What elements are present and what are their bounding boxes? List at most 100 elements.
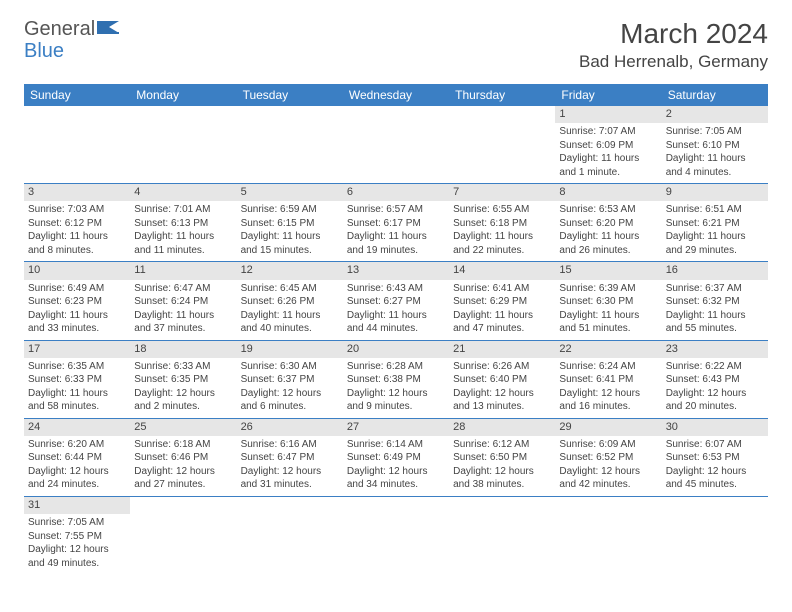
day-content: Sunrise: 6:59 AMSunset: 6:15 PMDaylight:…: [237, 201, 343, 261]
day-number: 12: [237, 262, 343, 279]
calendar-row: 17Sunrise: 6:35 AMSunset: 6:33 PMDayligh…: [24, 340, 768, 418]
calendar-cell: 29Sunrise: 6:09 AMSunset: 6:52 PMDayligh…: [555, 418, 661, 496]
weekday-header: Saturday: [662, 84, 768, 106]
calendar-cell: 6Sunrise: 6:57 AMSunset: 6:17 PMDaylight…: [343, 184, 449, 262]
calendar-cell: [237, 496, 343, 574]
day-number: 28: [449, 419, 555, 436]
day-number: 26: [237, 419, 343, 436]
day-content: Sunrise: 6:30 AMSunset: 6:37 PMDaylight:…: [237, 358, 343, 418]
title-block: March 2024 Bad Herrenalb, Germany: [579, 18, 768, 72]
day-number: 19: [237, 341, 343, 358]
calendar-cell: [130, 496, 236, 574]
weekday-header: Friday: [555, 84, 661, 106]
day-content: Sunrise: 6:09 AMSunset: 6:52 PMDaylight:…: [555, 436, 661, 496]
calendar-cell: 1Sunrise: 7:07 AMSunset: 6:09 PMDaylight…: [555, 106, 661, 184]
calendar-cell: 19Sunrise: 6:30 AMSunset: 6:37 PMDayligh…: [237, 340, 343, 418]
day-content: Sunrise: 6:53 AMSunset: 6:20 PMDaylight:…: [555, 201, 661, 261]
weekday-header: Sunday: [24, 84, 130, 106]
calendar-cell: 31Sunrise: 7:05 AMSunset: 7:55 PMDayligh…: [24, 496, 130, 574]
day-content: Sunrise: 6:20 AMSunset: 6:44 PMDaylight:…: [24, 436, 130, 496]
day-number: 9: [662, 184, 768, 201]
calendar-cell: 16Sunrise: 6:37 AMSunset: 6:32 PMDayligh…: [662, 262, 768, 340]
day-content: Sunrise: 6:28 AMSunset: 6:38 PMDaylight:…: [343, 358, 449, 418]
calendar-row: 31Sunrise: 7:05 AMSunset: 7:55 PMDayligh…: [24, 496, 768, 574]
calendar-cell: [343, 496, 449, 574]
calendar-cell: [449, 106, 555, 184]
calendar-cell: 26Sunrise: 6:16 AMSunset: 6:47 PMDayligh…: [237, 418, 343, 496]
page-title: March 2024: [579, 18, 768, 50]
calendar-cell: 11Sunrise: 6:47 AMSunset: 6:24 PMDayligh…: [130, 262, 236, 340]
day-content: Sunrise: 6:18 AMSunset: 6:46 PMDaylight:…: [130, 436, 236, 496]
calendar-cell: 20Sunrise: 6:28 AMSunset: 6:38 PMDayligh…: [343, 340, 449, 418]
day-content: Sunrise: 7:01 AMSunset: 6:13 PMDaylight:…: [130, 201, 236, 261]
day-number: 6: [343, 184, 449, 201]
day-content: Sunrise: 6:55 AMSunset: 6:18 PMDaylight:…: [449, 201, 555, 261]
day-content: Sunrise: 6:39 AMSunset: 6:30 PMDaylight:…: [555, 280, 661, 340]
day-content: Sunrise: 6:43 AMSunset: 6:27 PMDaylight:…: [343, 280, 449, 340]
day-number: 14: [449, 262, 555, 279]
day-number: 1: [555, 106, 661, 123]
day-number: 11: [130, 262, 236, 279]
day-number: 4: [130, 184, 236, 201]
day-number: 3: [24, 184, 130, 201]
day-content: Sunrise: 6:45 AMSunset: 6:26 PMDaylight:…: [237, 280, 343, 340]
calendar-row: 1Sunrise: 7:07 AMSunset: 6:09 PMDaylight…: [24, 106, 768, 184]
calendar-cell: [130, 106, 236, 184]
day-content: Sunrise: 6:49 AMSunset: 6:23 PMDaylight:…: [24, 280, 130, 340]
weekday-header-row: SundayMondayTuesdayWednesdayThursdayFrid…: [24, 84, 768, 106]
calendar-cell: [24, 106, 130, 184]
location-label: Bad Herrenalb, Germany: [579, 52, 768, 72]
calendar-cell: 28Sunrise: 6:12 AMSunset: 6:50 PMDayligh…: [449, 418, 555, 496]
day-content: Sunrise: 6:57 AMSunset: 6:17 PMDaylight:…: [343, 201, 449, 261]
day-number: 10: [24, 262, 130, 279]
calendar-cell: 10Sunrise: 6:49 AMSunset: 6:23 PMDayligh…: [24, 262, 130, 340]
day-number: 2: [662, 106, 768, 123]
weekday-header: Thursday: [449, 84, 555, 106]
calendar-cell: 9Sunrise: 6:51 AMSunset: 6:21 PMDaylight…: [662, 184, 768, 262]
day-number: 29: [555, 419, 661, 436]
day-number: 17: [24, 341, 130, 358]
day-number: 18: [130, 341, 236, 358]
calendar-cell: 4Sunrise: 7:01 AMSunset: 6:13 PMDaylight…: [130, 184, 236, 262]
day-content: Sunrise: 6:16 AMSunset: 6:47 PMDaylight:…: [237, 436, 343, 496]
day-number: 5: [237, 184, 343, 201]
calendar-cell: [555, 496, 661, 574]
calendar-cell: 8Sunrise: 6:53 AMSunset: 6:20 PMDaylight…: [555, 184, 661, 262]
day-number: 8: [555, 184, 661, 201]
day-number: 23: [662, 341, 768, 358]
day-content: Sunrise: 7:05 AMSunset: 6:10 PMDaylight:…: [662, 123, 768, 183]
day-content: Sunrise: 6:22 AMSunset: 6:43 PMDaylight:…: [662, 358, 768, 418]
day-number: 20: [343, 341, 449, 358]
calendar-cell: [662, 496, 768, 574]
day-content: Sunrise: 6:24 AMSunset: 6:41 PMDaylight:…: [555, 358, 661, 418]
day-content: Sunrise: 6:35 AMSunset: 6:33 PMDaylight:…: [24, 358, 130, 418]
calendar-cell: 25Sunrise: 6:18 AMSunset: 6:46 PMDayligh…: [130, 418, 236, 496]
calendar-cell: 30Sunrise: 6:07 AMSunset: 6:53 PMDayligh…: [662, 418, 768, 496]
day-number: 13: [343, 262, 449, 279]
flag-icon: [97, 18, 119, 41]
calendar-cell: [343, 106, 449, 184]
logo-text-general: General: [24, 18, 95, 41]
calendar-cell: 17Sunrise: 6:35 AMSunset: 6:33 PMDayligh…: [24, 340, 130, 418]
day-number: 27: [343, 419, 449, 436]
calendar-cell: 18Sunrise: 6:33 AMSunset: 6:35 PMDayligh…: [130, 340, 236, 418]
day-number: 30: [662, 419, 768, 436]
calendar-row: 10Sunrise: 6:49 AMSunset: 6:23 PMDayligh…: [24, 262, 768, 340]
day-content: Sunrise: 6:41 AMSunset: 6:29 PMDaylight:…: [449, 280, 555, 340]
day-number: 22: [555, 341, 661, 358]
calendar-cell: [237, 106, 343, 184]
day-content: Sunrise: 6:26 AMSunset: 6:40 PMDaylight:…: [449, 358, 555, 418]
weekday-header: Wednesday: [343, 84, 449, 106]
calendar-cell: [449, 496, 555, 574]
day-number: 25: [130, 419, 236, 436]
day-content: Sunrise: 6:33 AMSunset: 6:35 PMDaylight:…: [130, 358, 236, 418]
day-content: Sunrise: 6:51 AMSunset: 6:21 PMDaylight:…: [662, 201, 768, 261]
calendar-cell: 3Sunrise: 7:03 AMSunset: 6:12 PMDaylight…: [24, 184, 130, 262]
logo: General: [24, 18, 121, 41]
calendar-cell: 21Sunrise: 6:26 AMSunset: 6:40 PMDayligh…: [449, 340, 555, 418]
calendar-cell: 14Sunrise: 6:41 AMSunset: 6:29 PMDayligh…: [449, 262, 555, 340]
header: General March 2024 Bad Herrenalb, German…: [24, 18, 768, 72]
day-content: Sunrise: 7:07 AMSunset: 6:09 PMDaylight:…: [555, 123, 661, 183]
calendar-row: 24Sunrise: 6:20 AMSunset: 6:44 PMDayligh…: [24, 418, 768, 496]
calendar-cell: 23Sunrise: 6:22 AMSunset: 6:43 PMDayligh…: [662, 340, 768, 418]
